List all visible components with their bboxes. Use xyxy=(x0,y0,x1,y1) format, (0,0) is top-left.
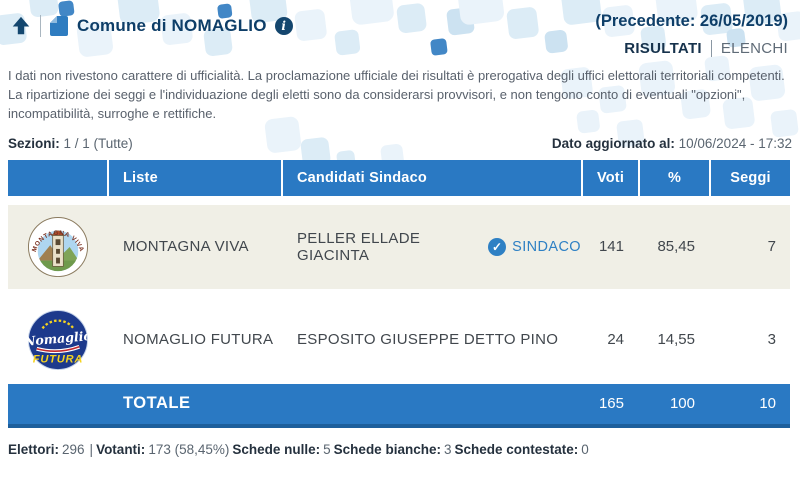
nomaglio-futura-logo-futura: FUTURA xyxy=(32,353,82,365)
tab-elenchi[interactable]: ELENCHI xyxy=(720,40,788,57)
stat-value: 5 xyxy=(323,441,331,457)
footer-stats: Elettori: 296 | Votanti: 173 (58,45%) Schede … xyxy=(8,442,792,457)
stat-label: Votanti: xyxy=(96,441,146,457)
votes-value: 141 xyxy=(598,238,624,256)
sections-label: Sezioni: xyxy=(8,135,60,151)
seats-value: 7 xyxy=(767,238,776,256)
header-seggi: Seggi xyxy=(711,159,790,196)
header-voti: Voti xyxy=(583,159,638,196)
percent-value: 14,55 xyxy=(657,331,695,349)
nomaglio-futura-logo: Nomaglio FUTURA xyxy=(8,309,107,371)
topbar: Comune di NOMAGLIO i (Precedente: 26/05/… xyxy=(0,0,800,62)
total-percent: 100 xyxy=(669,395,695,413)
seats-value: 3 xyxy=(767,331,776,349)
stat-value: 296 xyxy=(62,441,85,457)
candidate-cell: ESPOSITO GIUSEPPE DETTO PINO xyxy=(283,331,581,348)
list-name: NOMAGLIO FUTURA xyxy=(123,331,274,349)
total-label: TOTALE xyxy=(123,394,191,413)
percent-value: 85,45 xyxy=(657,238,695,256)
brand-row: Comune di NOMAGLIO i xyxy=(10,15,293,37)
list-name: MONTAGNA VIVA xyxy=(123,238,249,256)
nomaglio-futura-logo-name: Nomaglio xyxy=(27,328,89,349)
meta-row: Sezioni: 1 / 1 (Tutte) Dato aggiornato a… xyxy=(8,136,792,151)
total-seats: 10 xyxy=(759,395,776,413)
arrow-up-icon[interactable] xyxy=(10,15,32,37)
tab-risultati[interactable]: RISULTATI xyxy=(624,40,702,57)
sections-value: 1 / 1 (Tutte) xyxy=(63,135,133,151)
stat-label: Schede bianche: xyxy=(333,441,441,457)
info-icon[interactable]: i xyxy=(274,17,293,35)
stat-label: Elettori: xyxy=(8,441,60,457)
nav-divider xyxy=(710,40,712,57)
results-table: Liste Candidati Sindaco Voti % Seggi xyxy=(8,159,790,428)
stat-value: 3 xyxy=(443,441,452,457)
candidate-name: PELLER ELLADE GIACINTA xyxy=(297,229,421,264)
stat-label: Schede nulle: xyxy=(232,441,321,457)
sindaco-badge: SINDACO xyxy=(512,238,581,255)
header-liste: Liste xyxy=(109,159,281,196)
disclaimer-text: I dati non rivestono carattere di uffici… xyxy=(8,68,785,122)
page-title: Comune di NOMAGLIO xyxy=(77,16,267,35)
total-row: TOTALE 165 100 10 xyxy=(8,383,790,428)
elected-check-icon: ✓ xyxy=(488,237,507,256)
candidate-cell: PELLER ELLADE GIACINTA ✓ SINDACO xyxy=(283,230,581,264)
view-switcher: RISULTATI ELENCHI xyxy=(624,40,788,57)
document-icon[interactable] xyxy=(49,15,69,37)
stat-separator: | xyxy=(89,441,94,457)
montagna-viva-logo: MONTAGNA VIVA xyxy=(8,216,107,278)
updated-label: Dato aggiornato al: xyxy=(551,135,675,151)
table-header-row: Liste Candidati Sindaco Voti % Seggi xyxy=(8,159,790,196)
header-percent: % xyxy=(640,159,709,196)
stat-label: Schede contestate: xyxy=(454,441,579,457)
stat-value: 173 (58,45%) xyxy=(148,441,230,457)
stat-value: 0 xyxy=(581,441,589,457)
updated-info: Dato aggiornato al: 10/06/2024 - 17:32 xyxy=(552,136,792,151)
header-candidati: Candidati Sindaco xyxy=(283,159,581,196)
sections-info: Sezioni: 1 / 1 (Tutte) xyxy=(8,136,133,151)
table-row: MONTAGNA VIVA MONTAGNA VIVA PELLER ELLAD… xyxy=(8,204,790,289)
header-divider xyxy=(40,15,41,37)
table-row: Nomaglio FUTURA NOMAGLIO FUTURA ESPOSITO… xyxy=(8,297,790,382)
total-votes: 165 xyxy=(598,395,624,413)
candidate-name: ESPOSITO GIUSEPPE DETTO PINO xyxy=(297,331,559,349)
header-logo-col xyxy=(8,159,107,196)
updated-value: 10/06/2024 - 17:32 xyxy=(678,135,792,151)
votes-value: 24 xyxy=(607,331,624,349)
previous-election-label: (Precedente: 26/05/2019) xyxy=(595,12,788,30)
